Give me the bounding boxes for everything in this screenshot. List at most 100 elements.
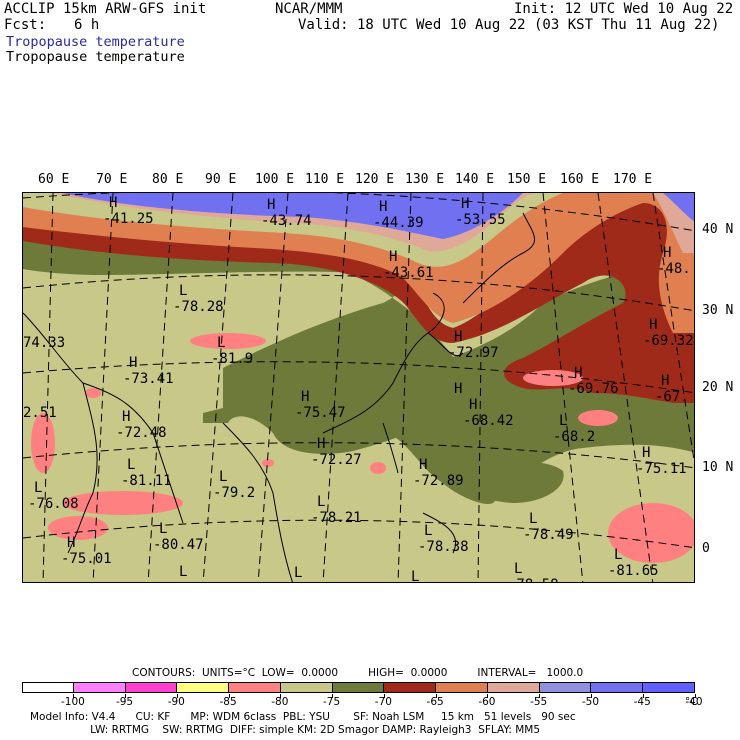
colorbar (22, 682, 695, 693)
longitude-label: 120 E (355, 172, 395, 187)
colorbar-label: -40 (685, 696, 703, 708)
high-marker: H (461, 196, 469, 212)
colorbar-segment (436, 682, 488, 693)
colorbar-tick (228, 694, 230, 698)
high-marker: H (67, 535, 75, 551)
annotation-value: -78.28 (173, 299, 224, 315)
map-field: H-41.25H-43.74H-44.39H-53.55H-43.61H-48.… (23, 193, 694, 583)
annotation-value: -73.41 (123, 371, 174, 387)
colorbar-segment (487, 682, 540, 693)
colorbar-label: -70 (374, 696, 392, 708)
init-time: Init: 12 UTC Wed 10 Aug 22 (514, 1, 734, 17)
annotation-value: -76.08 (28, 496, 79, 512)
annotation-value: -80.47 (153, 537, 204, 553)
colorbar-tick (590, 694, 592, 698)
annotation-value: -68.2 (553, 429, 595, 445)
colorbar-tick (280, 694, 282, 698)
band-minus60 (23, 193, 694, 333)
annotation-value: -72.27 (311, 452, 362, 468)
high-marker: H (122, 409, 130, 425)
latitude-label: 30 N (702, 303, 734, 318)
annotation-value: -72.89 (413, 473, 464, 489)
annotation-value: -53.55 (455, 212, 506, 228)
longitude-label: 150 E (507, 172, 547, 187)
annotation-value: 2.51 (23, 405, 57, 421)
model-info-line1: Model Info: V4.4 CU: KF MP: WDM 6class P… (30, 711, 576, 723)
longitude-label: 110 E (305, 172, 345, 187)
colorbar-tick (383, 694, 385, 698)
longitude-label: 130 E (405, 172, 445, 187)
band-minus65 (23, 193, 694, 403)
annotation-value: -78.38 (418, 539, 469, 555)
annotation-value: -81.65 (608, 563, 659, 579)
high-marker: H (267, 197, 275, 213)
high-marker: H (389, 249, 397, 265)
colorbar-label: -75 (323, 696, 341, 708)
colorbar-tick (487, 694, 489, 698)
colorbar-segment (22, 682, 74, 693)
low-marker: L (219, 469, 227, 485)
annotation-value: -77.6 (288, 581, 330, 583)
colorbar-label: -60 (478, 696, 496, 708)
graticule (23, 193, 694, 582)
annotation-value: -81.11 (121, 473, 172, 489)
high-marker: H (301, 389, 309, 405)
contour-info: CONTOURS: UNITS=°C LOW= 0.0000 HIGH= 0.0… (132, 667, 584, 679)
annotation-value: -79.2 (213, 485, 255, 501)
colorbar-tick (642, 694, 644, 698)
colorbar-label: °C (685, 696, 698, 708)
colorbar-frame (22, 682, 695, 693)
colorbar-segment (280, 682, 333, 693)
colorbar-tick (125, 694, 127, 698)
colorbar-segment (384, 682, 437, 693)
annotation-value: -69.76 (568, 381, 619, 397)
low-marker: L (179, 564, 187, 580)
colorbar-segment (539, 682, 592, 693)
high-marker: H (661, 373, 669, 389)
high-marker: H (649, 317, 657, 333)
low-marker: L (614, 547, 622, 563)
high-marker: H (419, 457, 427, 473)
latitude-label: 40 N (702, 222, 734, 237)
high-marker: H (454, 381, 462, 397)
high-marker: H (317, 436, 325, 452)
high-marker: H (129, 355, 137, 371)
longitude-label: 170 E (613, 172, 653, 187)
colorbar-label: -65 (426, 696, 444, 708)
high-marker: H (469, 397, 477, 413)
colorbar-tick (73, 694, 75, 698)
low-marker: L (514, 561, 522, 577)
high-marker: H (642, 445, 650, 461)
colorbar-label: -100 (60, 696, 85, 708)
annotation-value: -67. (655, 389, 689, 405)
latitude-label: 20 N (702, 380, 734, 395)
low-marker: L (159, 521, 167, 537)
band-minus80-patches (31, 333, 694, 563)
low-marker: L (424, 523, 432, 539)
band-minus70-west (23, 233, 463, 454)
annotation-value: -78.21 (311, 510, 362, 526)
latitude-label: 0 (702, 541, 710, 556)
high-marker: H (454, 329, 462, 345)
low-marker: L (559, 413, 567, 429)
annotation-value: -48. (657, 261, 691, 277)
model-title: ACCLIP 15km ARW-GFS init (4, 1, 207, 17)
longitude-label: 100 E (255, 172, 295, 187)
annotation-value: -72.97 (448, 345, 499, 361)
colorbar-segment (591, 682, 644, 693)
low-marker: L (34, 480, 42, 496)
longitude-label: 160 E (560, 172, 600, 187)
high-marker: H (574, 365, 582, 381)
high-marker: H (379, 199, 387, 215)
colorbar-tick (539, 694, 541, 698)
colorbar-segment (332, 682, 385, 693)
coastlines (23, 212, 535, 582)
colorbar-tick (332, 694, 334, 698)
annotation-value: 74.33 (23, 335, 65, 351)
colorbar-label: -55 (530, 696, 548, 708)
map-panel: H -41.25 H -43.74 H -44.39 H -53.55 H -43.61 H -48.… (22, 192, 695, 583)
low-marker: L (179, 283, 187, 299)
forecast-value: 6 h (74, 17, 100, 33)
latitude-label: 10 N (702, 460, 734, 475)
colorbar-tick (176, 694, 178, 698)
